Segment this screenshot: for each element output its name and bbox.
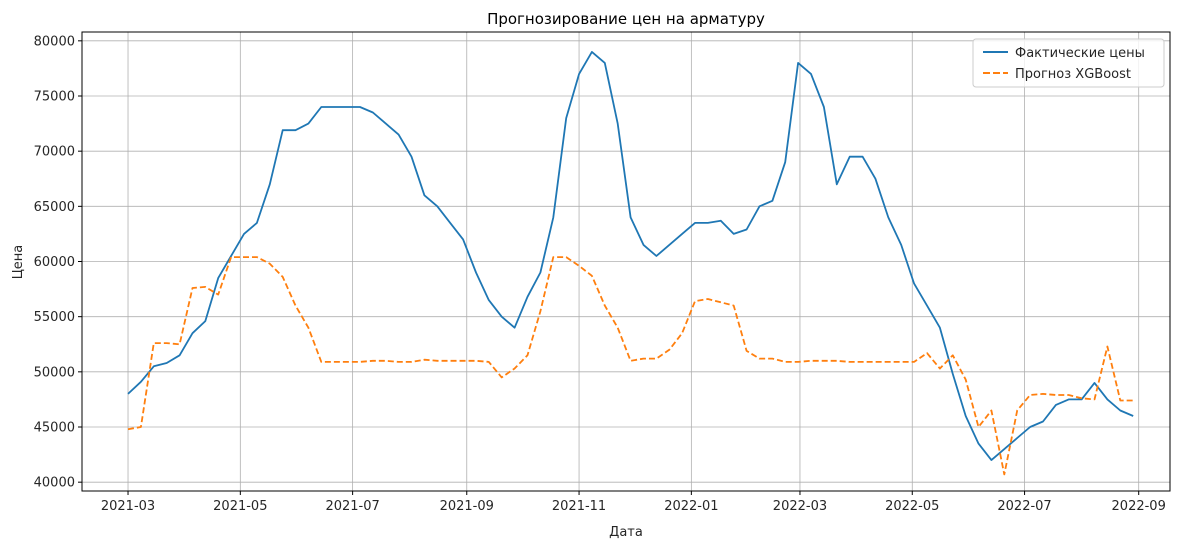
x-tick-label: 2022-07 [997,499,1051,514]
y-tick-label: 75000 [34,89,75,104]
y-tick-label: 50000 [34,365,75,380]
y-tick-label: 65000 [34,200,75,215]
x-tick-label: 2021-03 [101,499,155,514]
x-tick-label: 2022-05 [885,499,939,514]
x-tick-label: 2022-03 [773,499,827,514]
x-tick-label: 2022-01 [664,499,718,514]
grid-lines [82,32,1170,491]
legend-box [972,38,1165,88]
series-lines [127,51,1134,476]
chart-title: Прогнозирование цен на арматуру [487,10,765,28]
legend: Фактические цены Прогноз XGBoost [972,38,1165,88]
x-axis-label: Дата [609,525,643,540]
y-tick-label: 40000 [34,476,75,491]
legend-label-forecast: Прогноз XGBoost [1015,67,1131,82]
y-tick-label: 55000 [34,310,75,325]
y-axis-label: Цена [11,245,26,280]
axis-ticks: 2021-03 2021-05 2021-07 2021-09 2021-11 2022-… [34,34,1166,514]
series-line-forecast [127,256,1134,476]
y-tick-label: 45000 [34,421,75,436]
y-tick-label: 60000 [34,255,75,270]
legend-label-actual: Фактические цены [1015,46,1145,61]
series-line-actual [127,51,1134,462]
x-tick-label: 2021-09 [440,499,494,514]
x-tick-label: 2022-09 [1112,499,1166,514]
x-tick-label: 2021-05 [213,499,267,514]
x-tick-label: 2021-07 [325,499,379,514]
y-tick-label: 80000 [34,34,75,49]
x-tick-label: 2021-11 [552,499,606,514]
y-tick-label: 70000 [34,145,75,160]
